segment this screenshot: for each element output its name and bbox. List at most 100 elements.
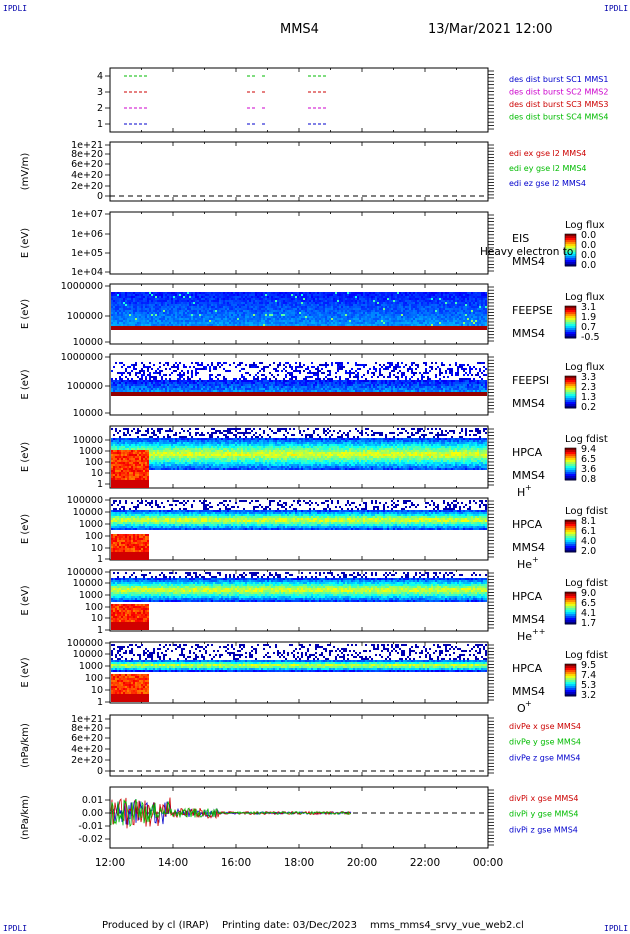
spectrogram-cell bbox=[267, 324, 269, 326]
spectrogram-cell bbox=[289, 392, 291, 394]
spectrogram-cell bbox=[425, 310, 427, 312]
spectrogram-cell bbox=[381, 300, 383, 302]
spectrogram-cell bbox=[165, 312, 167, 314]
spectrogram-cell bbox=[225, 390, 227, 392]
spectrogram-cell bbox=[191, 380, 193, 382]
spectrogram-cell bbox=[137, 298, 139, 300]
spectrogram-cell bbox=[151, 302, 153, 304]
spectrogram-cell bbox=[387, 320, 389, 322]
spectrogram-cell bbox=[287, 306, 289, 308]
colorbar-swatch bbox=[565, 318, 576, 321]
spectrogram-cell bbox=[333, 296, 335, 298]
spectrogram-cell bbox=[335, 316, 337, 318]
spectrogram-cell bbox=[111, 370, 113, 372]
spectrogram-cell bbox=[391, 304, 393, 306]
spectrogram-cell bbox=[239, 298, 241, 300]
spectrogram-cell bbox=[165, 292, 167, 294]
spectrogram-cell bbox=[229, 322, 231, 324]
spectrogram-cell bbox=[395, 308, 397, 310]
spectrogram-cell bbox=[219, 308, 221, 310]
spectrogram-cell bbox=[281, 294, 283, 296]
spectrogram-cell bbox=[269, 318, 271, 320]
spectrogram-cell bbox=[263, 370, 265, 372]
spectrogram-cell bbox=[397, 318, 399, 320]
spectrogram-cell bbox=[415, 322, 417, 324]
spectrogram-cell bbox=[165, 386, 167, 388]
spectrogram-cell bbox=[291, 394, 293, 396]
spectrogram-cell bbox=[129, 294, 131, 296]
spectrogram-cell bbox=[373, 294, 375, 296]
spectrogram-cell bbox=[345, 306, 347, 308]
spectrogram-cell bbox=[481, 304, 483, 306]
spectrogram-cell bbox=[295, 306, 297, 308]
spectrogram-cell bbox=[289, 372, 291, 374]
spectrogram-cell bbox=[485, 316, 487, 318]
spectrogram-cell bbox=[485, 298, 487, 300]
spectrogram-cell bbox=[453, 302, 455, 304]
spectrogram-cell bbox=[469, 310, 471, 312]
spectrogram-cell bbox=[219, 304, 221, 306]
spectrogram-cell bbox=[275, 326, 277, 328]
spectrogram-cell bbox=[331, 316, 333, 318]
spectrogram-cell bbox=[313, 324, 315, 326]
spectrogram-cell bbox=[203, 394, 205, 396]
spectrogram-cell bbox=[371, 324, 373, 326]
legend-entry: edi ey gse l2 MMS4 bbox=[509, 164, 587, 173]
spectrogram-cell bbox=[357, 298, 359, 300]
spectrogram-cell bbox=[261, 312, 263, 314]
spectrogram-cell bbox=[135, 300, 137, 302]
spectrogram-cell bbox=[207, 308, 209, 310]
spectrogram-cell bbox=[449, 322, 451, 324]
spectrogram-cell bbox=[245, 302, 247, 304]
spectrogram-cell bbox=[313, 298, 315, 300]
spectrogram-cell bbox=[177, 382, 179, 384]
spectrogram-cell bbox=[169, 316, 171, 318]
spectrogram-cell bbox=[255, 298, 257, 300]
spectrogram-cell bbox=[185, 304, 187, 306]
spectrogram-cell bbox=[319, 302, 321, 304]
spectrogram-cell bbox=[127, 294, 129, 296]
spectrogram-cell bbox=[285, 370, 287, 372]
spectrogram-cell bbox=[405, 318, 407, 320]
spectrogram-cell bbox=[245, 294, 247, 296]
spectrogram-cell bbox=[393, 322, 395, 324]
spectrogram-cell bbox=[415, 308, 417, 310]
spectrogram-cell bbox=[157, 390, 159, 392]
spectrogram-cell bbox=[217, 306, 219, 308]
spectrogram-cell bbox=[465, 314, 467, 316]
spectrogram-cell bbox=[247, 308, 249, 310]
spectrogram-cell bbox=[265, 316, 267, 318]
spectrogram-cell bbox=[209, 384, 211, 386]
spectrogram-cell bbox=[425, 324, 427, 326]
spectrogram-cell bbox=[435, 310, 437, 312]
spectrogram-cell bbox=[159, 388, 161, 390]
spectrogram-cell bbox=[303, 304, 305, 306]
spectrogram-cell bbox=[163, 380, 165, 382]
spectrogram-cell bbox=[315, 310, 317, 312]
spectrogram-cell bbox=[173, 394, 175, 396]
spectrogram-cell bbox=[413, 316, 415, 318]
spectrogram-cell bbox=[197, 364, 199, 366]
spectrogram-cell bbox=[205, 310, 207, 312]
spectrogram-cell bbox=[285, 318, 287, 320]
spectrogram-cell bbox=[119, 324, 121, 326]
spectrogram-cell bbox=[227, 310, 229, 312]
spectrogram-cell bbox=[133, 366, 135, 368]
spectrogram-cell bbox=[235, 322, 237, 324]
spectrogram-cell bbox=[195, 296, 197, 298]
spectrogram-cell bbox=[171, 390, 173, 392]
spectrogram-cell bbox=[287, 320, 289, 322]
spectrogram-cell bbox=[285, 314, 287, 316]
spectrogram-cell bbox=[347, 302, 349, 304]
spectrogram-cell bbox=[279, 326, 281, 328]
spectrogram-cell bbox=[151, 298, 153, 300]
spectrogram-cell bbox=[389, 298, 391, 300]
spectrogram-cell bbox=[267, 322, 269, 324]
spectrogram-cell bbox=[241, 312, 243, 314]
spectrogram-cell bbox=[149, 326, 151, 328]
spectrogram-cell bbox=[171, 304, 173, 306]
spectrogram-cell bbox=[399, 302, 401, 304]
spectrogram-cell bbox=[169, 382, 171, 384]
colorbar-value: 3.1 bbox=[581, 302, 596, 313]
spectrogram-cell bbox=[477, 300, 479, 302]
